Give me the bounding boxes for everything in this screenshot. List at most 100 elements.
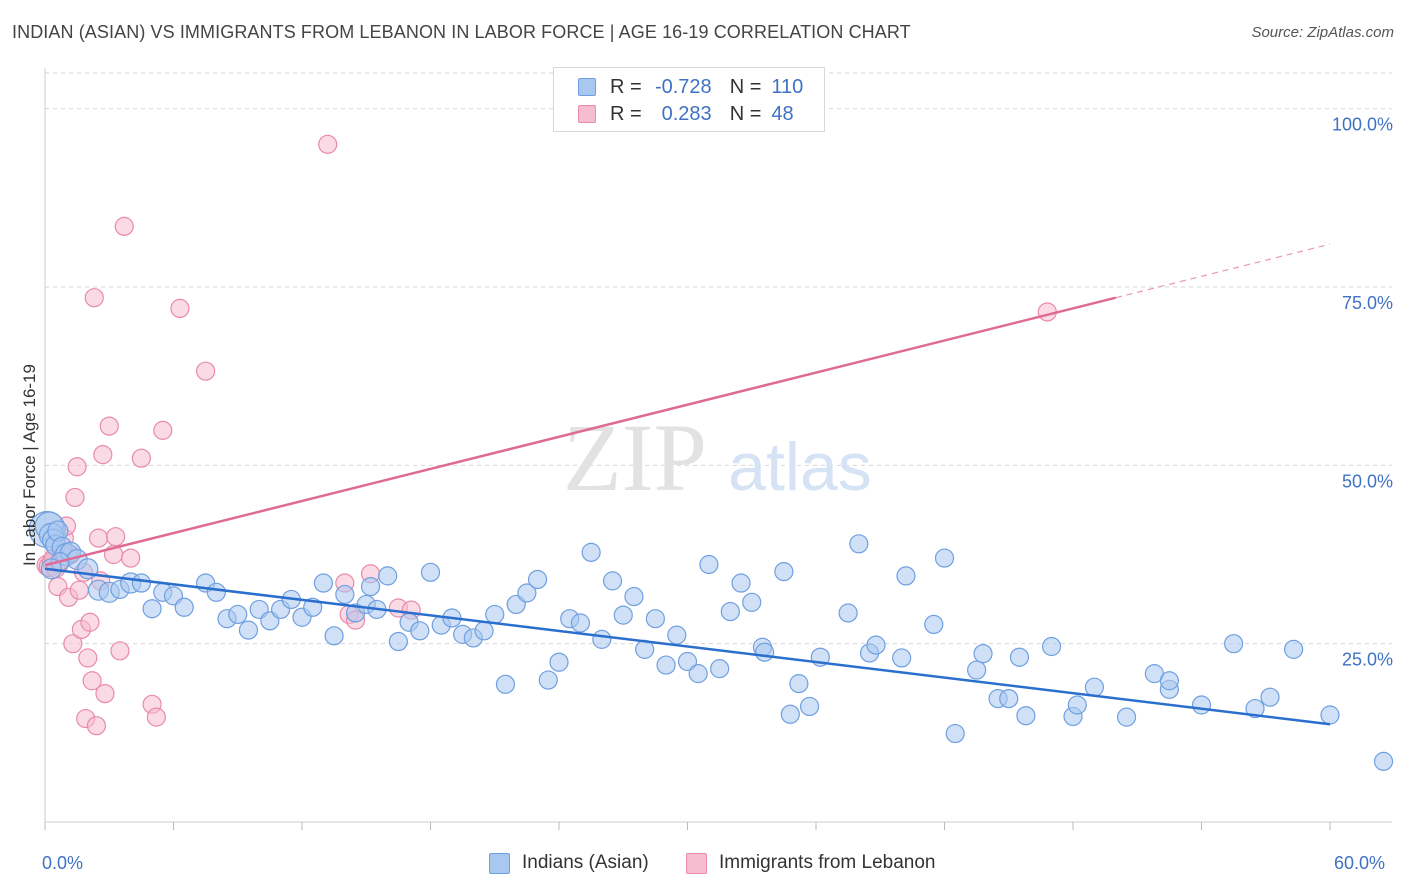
point-indians [624,586,644,607]
legend-row-indians: R = -0.728 N = 110 [578,74,803,100]
point-indians [742,592,762,612]
point-indians [973,644,993,664]
point-lebanon [93,445,113,465]
point-indians [780,704,800,724]
trend-line-lebanon-extension [1115,243,1331,299]
point-indians [799,696,820,717]
bottom-legend-label: Indians (Asian) [522,852,649,873]
trend-line-indians [44,567,1331,726]
point-lebanon [131,448,151,468]
point-indians [388,631,408,652]
point-lebanon [82,671,102,691]
legend-row-lebanon: R = 0.283 N = 48 [578,101,794,127]
point-indians [1191,695,1212,715]
trend-line-lebanon [44,296,1117,567]
bottom-legend-label: Immigrants from Lebanon [719,852,936,873]
watermark: ZIP atlas [563,404,872,511]
point-indians [378,566,398,586]
point-indians [656,655,676,675]
point-indians [131,573,151,593]
point-lebanon [63,634,83,654]
bottom-legend-indians: Indians (Asian) [489,852,649,874]
bottom-legend-lebanon: Immigrants from Lebanon [686,852,936,874]
point-indians [206,582,226,602]
legend-r-label: R = [610,75,642,98]
point-indians [999,688,1019,709]
chart-title: INDIAN (ASIAN) VS IMMIGRANTS FROM LEBANO… [12,22,911,42]
point-indians [720,601,740,622]
point-indians [474,621,494,641]
legend-r-value: 0.283 [661,102,712,125]
point-indians [1283,639,1304,659]
point-indians [1320,705,1340,725]
point-indians [688,664,708,684]
series-indians-points [28,510,1394,771]
point-indians [896,566,916,586]
point-indians [1067,695,1087,715]
grid-lines [45,72,1392,645]
point-lebanon [78,648,98,668]
point-lebanon [153,420,173,440]
point-lebanon [121,548,141,568]
point-lebanon [80,612,100,632]
point-indians [645,609,665,629]
point-indians [228,604,248,625]
point-indians [420,562,441,582]
point-lebanon [88,528,109,548]
point-indians [866,635,886,655]
point-lebanon [67,457,87,477]
point-lebanon [86,716,107,736]
point-indians [1224,634,1244,654]
point-lebanon [114,216,134,236]
legend-swatch-blue [578,78,596,96]
point-indians [335,584,355,605]
point-indians [142,599,162,619]
point-indians [581,542,601,562]
y-tick-label: 75.0% [1342,293,1393,313]
legend-r-value: -0.728 [654,75,712,98]
point-indians [1116,707,1137,727]
point-indians [570,613,591,633]
point-indians [527,569,548,590]
point-lebanon [146,707,166,727]
point-indians [313,573,334,593]
point-lebanon [99,416,119,436]
point-indians [1016,706,1036,726]
legend-n-value: 110 [771,75,804,98]
point-indians [754,642,775,662]
point-indians [238,620,259,640]
point-indians [1373,751,1394,771]
point-lebanon [110,641,130,661]
point-indians [667,625,687,645]
y-tick-label: 100.0% [1332,115,1393,135]
watermark-atlas: atlas [728,429,872,505]
legend-swatch-pink [578,105,596,123]
point-lebanon [196,361,216,381]
point-lebanon [69,580,89,600]
y-tick-label: 50.0% [1342,471,1393,491]
axes [44,68,1392,830]
point-indians [495,674,516,694]
point-lebanon [65,487,85,508]
trend-lines [44,243,1331,726]
legend-r-label: R = [610,102,642,125]
watermark-zip: ZIP [563,404,707,511]
point-indians [517,583,537,603]
point-indians [549,652,569,672]
point-lebanon [170,298,190,318]
point-indians [934,548,955,568]
point-indians [174,597,194,617]
point-indians [613,605,633,625]
point-indians [677,651,698,672]
point-indians [892,648,912,668]
point-indians [945,723,965,744]
point-indians [592,629,612,649]
legend-n-label: N = [729,75,762,98]
point-indians [485,604,505,625]
bottom-legend-swatch-blue [489,852,510,874]
point-lebanon [106,527,126,547]
point-indians [1159,671,1179,691]
series-lebanon-points [36,134,1057,736]
y-tick-label: 25.0% [1342,650,1393,670]
